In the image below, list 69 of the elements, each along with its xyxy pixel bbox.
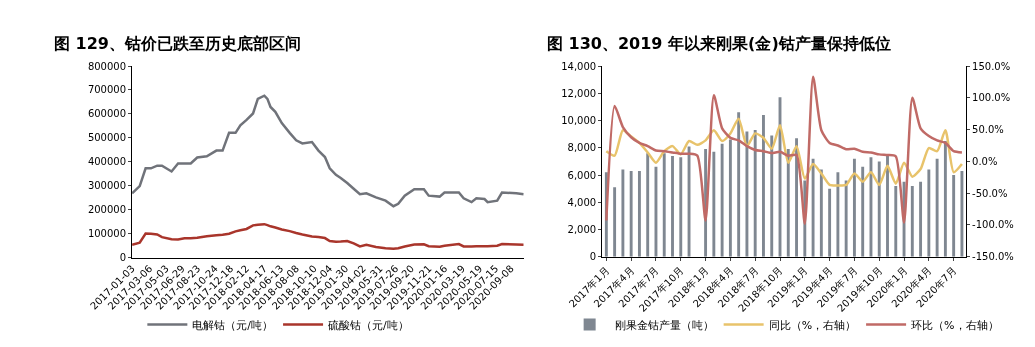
y2-tick-label: -100.0% xyxy=(972,219,1014,231)
legend-label: 电解钴（元/吨） xyxy=(192,318,274,332)
bar xyxy=(762,115,765,257)
bar xyxy=(621,169,625,257)
y-tick-label: 14,000 xyxy=(561,60,597,72)
bar xyxy=(786,149,790,257)
bar xyxy=(629,170,633,257)
bar xyxy=(943,140,947,257)
y2-tick-label: 150.0% xyxy=(972,60,1011,72)
y-tick-label: 500000 xyxy=(87,132,127,144)
y-tick-label: 12,000 xyxy=(561,87,597,99)
bar xyxy=(886,155,889,257)
bar xyxy=(671,155,674,257)
bar xyxy=(720,143,724,257)
y-tick-label: 0 xyxy=(119,252,127,264)
y-tick-label: 0 xyxy=(589,251,597,263)
y-tick-label: 4,000 xyxy=(567,196,597,208)
y-tick-label: 700000 xyxy=(87,84,127,96)
bar xyxy=(613,187,617,257)
bar xyxy=(919,181,923,257)
y-tick-label: 400000 xyxy=(87,156,127,168)
legend-label: 环比（%，右轴） xyxy=(911,318,999,332)
chart-title: 图 130、2019 年以来刚果(金)钴产量保持低位 xyxy=(547,34,891,53)
y-tick-label: 10,000 xyxy=(561,115,597,126)
bar xyxy=(795,138,798,257)
line-series xyxy=(132,94,524,208)
bar xyxy=(637,170,641,257)
bar xyxy=(935,158,939,257)
y-tick-label: 200000 xyxy=(87,204,127,216)
bar xyxy=(952,175,956,257)
bar xyxy=(844,180,848,257)
bar xyxy=(836,172,840,257)
y2-tick-label: -150.0% xyxy=(972,251,1014,263)
line-series xyxy=(605,75,964,225)
bar xyxy=(861,166,865,257)
bar xyxy=(828,188,832,257)
legend-label: 同比（%，右轴） xyxy=(768,318,857,332)
bar xyxy=(960,170,964,257)
bar xyxy=(770,135,774,257)
bar xyxy=(737,112,741,257)
bar xyxy=(753,130,757,257)
legend-label: 刚果金钴产量（吨） xyxy=(614,318,714,332)
line-series xyxy=(132,222,524,250)
y-tick-label: 800000 xyxy=(87,60,127,72)
bar xyxy=(877,161,881,257)
y-tick-label: 2,000 xyxy=(567,224,597,235)
bar xyxy=(819,169,823,257)
y-tick-label: 300000 xyxy=(87,180,127,192)
y-tick-label: 100000 xyxy=(87,228,127,240)
bar xyxy=(811,158,815,257)
bar xyxy=(646,153,650,257)
bar xyxy=(894,185,898,257)
bar xyxy=(745,131,749,257)
y-tick-label: 6,000 xyxy=(567,169,597,181)
bar xyxy=(910,185,914,257)
chart-title: 图 129、钴价已跌至历史底部区间 xyxy=(54,34,301,53)
bar xyxy=(712,151,716,257)
bar xyxy=(728,139,732,257)
y2-tick-label: 0.0% xyxy=(972,155,998,167)
bar xyxy=(852,158,856,257)
bar xyxy=(662,153,666,257)
y2-tick-label: 100.0% xyxy=(972,92,1011,104)
y2-tick-label: -50.0% xyxy=(972,187,1008,199)
y2-tick-label: 50.0% xyxy=(972,124,1004,136)
legend-label: 硫酸钴（元/吨） xyxy=(328,318,409,332)
y-tick-label: 600000 xyxy=(87,108,127,120)
bar xyxy=(679,157,683,257)
bar xyxy=(927,169,931,257)
y-tick-label: 8,000 xyxy=(567,142,597,154)
